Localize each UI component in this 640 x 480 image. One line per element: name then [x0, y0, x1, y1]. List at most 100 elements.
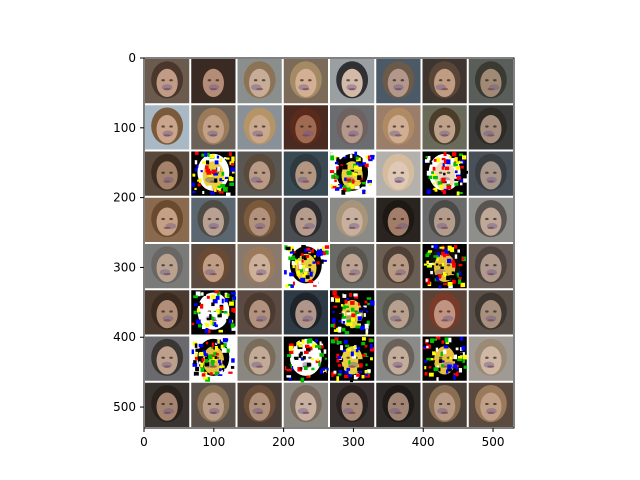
tile-noise-pixel: [288, 256, 291, 261]
tile-noise-pixel: [218, 191, 224, 194]
tile-noise-pixel: [319, 259, 324, 264]
tile-noise-pixel: [304, 268, 310, 272]
tile-noise-pixel: [229, 301, 234, 306]
tile-noise-pixel: [330, 155, 335, 161]
tile-noise-pixel: [358, 370, 363, 374]
tile-noise-pixel: [302, 264, 306, 269]
tile-face: [387, 161, 409, 190]
tile-noise-pixel: [367, 179, 372, 184]
tile-noise-pixel: [363, 305, 367, 308]
tile-noise-pixel: [341, 327, 346, 332]
tile-face: [249, 299, 271, 329]
tile-right-eye: [354, 264, 358, 267]
tile-noise-pixel: [232, 296, 237, 300]
tile-noise-pixel: [348, 182, 351, 186]
tile-noise-pixel: [217, 339, 220, 344]
tile-right-eye: [169, 171, 173, 174]
face-tile: [191, 336, 236, 382]
tile-face: [295, 161, 317, 190]
tile-noise-pixel: [447, 245, 452, 251]
tile-noise-pixel: [344, 177, 347, 181]
tile-noise-pixel: [321, 246, 325, 251]
tile-noise-pixel: [228, 371, 233, 374]
tile-face: [341, 207, 363, 236]
tile-noise-pixel: [306, 247, 311, 251]
tile-noise-pixel: [230, 167, 236, 172]
tile-noise-pixel: [355, 161, 360, 165]
tile-noise-pixel: [426, 189, 432, 194]
tile-noise-pixel: [430, 190, 435, 195]
tile-right-eye: [261, 125, 266, 128]
tile-noise-pixel: [430, 151, 436, 155]
tile-noise-pixel: [352, 179, 355, 184]
tile-noise-pixel: [300, 277, 306, 283]
tile-mouth: [163, 411, 171, 414]
tile-noise-pixel: [346, 298, 350, 301]
tile-noise-pixel: [442, 190, 448, 195]
face-tile: [191, 244, 236, 289]
tile-noise-pixel: [333, 305, 338, 308]
tile-left-eye: [207, 217, 212, 221]
tile-noise-pixel: [224, 176, 229, 179]
tile-noise-pixel: [311, 367, 315, 371]
tile-noise-pixel: [333, 172, 337, 175]
tile-noise-pixel: [291, 246, 294, 249]
face-tile: [468, 197, 513, 242]
tile-artifact: [483, 130, 494, 137]
tile-noise-pixel: [204, 361, 210, 367]
tile-noise-pixel: [222, 338, 228, 343]
tile-noise-pixel: [454, 344, 459, 348]
tile-right-eye: [215, 402, 220, 406]
tile-left-eye: [161, 217, 165, 221]
tile-noise-pixel: [209, 314, 212, 319]
tile-right-eye: [446, 125, 451, 128]
tile-face: [249, 114, 271, 144]
tile-noise-pixel: [432, 166, 436, 171]
tile-noise-pixel: [364, 163, 369, 168]
tile-left-eye: [253, 264, 258, 267]
tile-noise-pixel: [426, 344, 431, 349]
tile-noise-pixel: [330, 323, 335, 328]
tile-left-eye: [161, 171, 165, 174]
tile-noise-pixel: [357, 315, 362, 321]
tile-noise-pixel: [295, 259, 299, 264]
tile-noise-pixel: [443, 159, 448, 165]
face-tile: [376, 290, 421, 335]
tile-mouth: [487, 319, 495, 322]
tile-face: [434, 68, 456, 98]
tile-noise-pixel: [443, 273, 448, 277]
tile-noise-pixel: [353, 374, 358, 380]
tile-noise-pixel: [336, 166, 339, 170]
tile-noise-pixel: [323, 349, 327, 354]
tile-right-eye: [169, 79, 173, 82]
tile-noise-pixel: [446, 183, 451, 186]
tile-noise-pixel: [194, 356, 198, 360]
tile-noise-pixel: [336, 296, 340, 299]
tile-artifact: [159, 269, 171, 276]
tile-noise-pixel: [335, 185, 340, 188]
tile-mouth: [394, 365, 402, 368]
tile-left-eye: [207, 402, 212, 406]
tile-right-eye: [446, 402, 451, 406]
tile-noise-pixel: [339, 307, 343, 311]
tile-noise-pixel: [450, 339, 455, 342]
tile-noise-pixel: [319, 353, 325, 357]
tile-noise-pixel: [333, 329, 337, 332]
tile-artifact: [486, 222, 498, 230]
face-tile: [376, 244, 421, 289]
tile-face: [295, 114, 317, 144]
tile-face: [387, 114, 409, 144]
tile-noise-pixel: [191, 182, 195, 187]
tile-noise-pixel: [369, 343, 373, 349]
tile-noise-pixel: [220, 344, 226, 349]
tile-noise-pixel: [438, 359, 443, 363]
tile-noise-pixel: [441, 364, 444, 368]
face-tile: [237, 382, 282, 427]
tile-right-eye: [446, 171, 451, 174]
face-tile: [145, 197, 190, 242]
tile-noise-pixel: [296, 342, 300, 346]
tile-noise-pixel: [456, 272, 459, 278]
tile-noise-pixel: [198, 292, 203, 296]
tile-artifact: [436, 407, 448, 415]
tile-noise-pixel: [454, 354, 458, 360]
